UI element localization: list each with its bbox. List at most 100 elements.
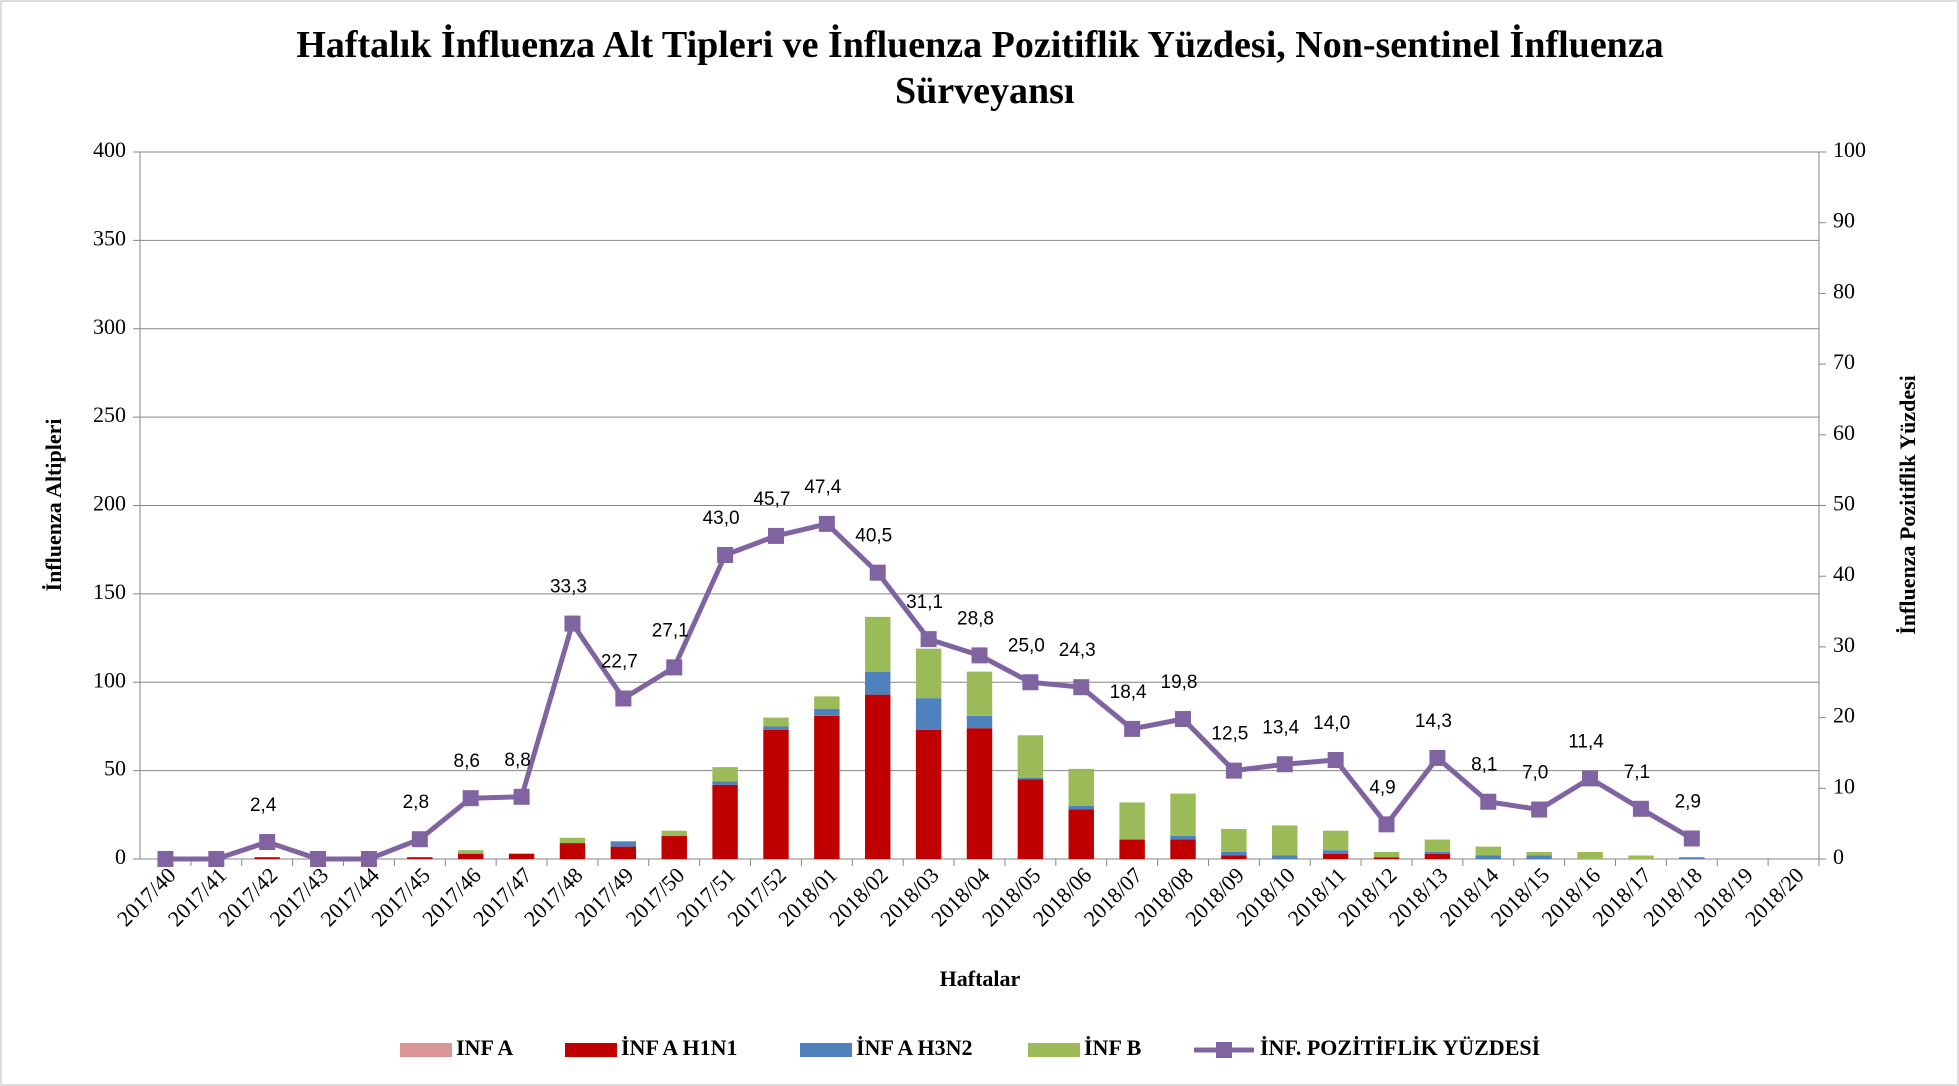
legend-swatch (400, 1043, 452, 1057)
bar (712, 784, 738, 859)
bar (508, 853, 535, 859)
data-label: 12,5 (1211, 724, 1248, 745)
bar (559, 837, 586, 844)
bar (865, 616, 891, 672)
data-label: 24,3 (1059, 640, 1096, 661)
bar (763, 729, 789, 859)
bar (407, 857, 433, 859)
data-label: 13,4 (1262, 717, 1299, 738)
y2-tick-label: 100 (1833, 137, 1866, 162)
y-tick-label: 100 (93, 667, 126, 692)
data-label: 14,3 (1415, 711, 1452, 732)
bar (865, 694, 891, 859)
bar (1628, 855, 1654, 859)
point (818, 515, 835, 532)
bar (610, 841, 637, 847)
data-label: 28,8 (957, 608, 994, 629)
bar (1017, 779, 1044, 859)
point (1531, 801, 1548, 818)
bar (559, 843, 586, 859)
bar (1526, 855, 1552, 859)
point (1683, 830, 1700, 847)
data-label: 7,1 (1624, 762, 1650, 783)
y-tick-label: 250 (93, 402, 126, 427)
bar (1322, 853, 1349, 859)
point (259, 834, 276, 851)
point (1276, 756, 1293, 773)
data-label: 11,4 (1568, 731, 1604, 752)
bar (915, 729, 942, 859)
bar (1068, 805, 1094, 810)
point (1480, 793, 1497, 810)
data-label: 8,1 (1471, 755, 1497, 776)
bar (1526, 851, 1552, 856)
y2-tick-label: 40 (1833, 561, 1855, 586)
data-label: 4,9 (1369, 777, 1395, 798)
point (1175, 711, 1192, 728)
legend-label: İNF. POZİTİFLİK YÜZDESİ (1260, 1035, 1540, 1060)
point (717, 546, 734, 563)
bar (661, 830, 687, 837)
x-axis-title: Haftalar (940, 966, 1021, 991)
bar (1322, 830, 1349, 851)
chart-title: Haftalık İnfluenza Alt Tipleri ve İnflue… (296, 24, 1663, 112)
y-axis-title: İnfluenza Altipleri (41, 419, 66, 592)
bar (661, 836, 687, 859)
bar (915, 698, 942, 730)
bar (457, 853, 484, 859)
bar (1017, 777, 1044, 780)
y-tick-label: 350 (93, 225, 126, 250)
point (869, 564, 886, 581)
point (767, 527, 784, 544)
bar (1119, 802, 1145, 840)
point (462, 790, 479, 807)
point (360, 851, 377, 867)
y2-tick-label: 0 (1833, 844, 1844, 869)
point (971, 647, 988, 664)
data-label: 2,9 (1675, 792, 1701, 813)
bar (966, 715, 993, 729)
bar (1068, 768, 1094, 806)
data-label: 14,0 (1313, 713, 1350, 734)
legend-label: İNF A H3N2 (856, 1035, 973, 1060)
point (564, 615, 581, 632)
data-label: 22,7 (601, 652, 638, 673)
bar (763, 717, 789, 727)
bar (1170, 839, 1196, 859)
y2-tick-label: 50 (1833, 491, 1855, 516)
y-tick-label: 50 (104, 756, 126, 781)
bar (1679, 857, 1705, 859)
y-tick-label: 0 (115, 844, 126, 869)
y2-tick-label: 90 (1833, 208, 1855, 233)
bar (712, 767, 738, 782)
point (1124, 720, 1141, 737)
bar (814, 715, 840, 859)
bar (1577, 851, 1603, 859)
point (411, 831, 428, 848)
y2-axis-title: İnfluenza Pozitiflik Yüzdesi (1895, 375, 1920, 635)
point (208, 851, 225, 867)
y2-tick-label: 80 (1833, 278, 1855, 303)
legend-label: INF A (456, 1035, 513, 1060)
data-label: 7,0 (1522, 763, 1548, 784)
bar (457, 850, 484, 854)
data-label: 2,4 (250, 795, 277, 816)
point (615, 690, 632, 707)
bar (1424, 853, 1451, 859)
bar (254, 857, 280, 859)
legend-swatch (800, 1043, 852, 1057)
bar (814, 708, 840, 716)
bar (814, 696, 840, 709)
legend-swatch (1028, 1043, 1080, 1057)
y2-tick-label: 70 (1833, 349, 1855, 374)
bar (712, 781, 738, 785)
bar (1170, 793, 1196, 837)
bar (610, 846, 637, 859)
bar (1221, 828, 1247, 852)
bar (1373, 851, 1400, 858)
data-label: 2,8 (403, 792, 429, 813)
data-label: 27,1 (652, 620, 689, 641)
point (1429, 749, 1446, 766)
data-label: 40,5 (855, 526, 892, 547)
